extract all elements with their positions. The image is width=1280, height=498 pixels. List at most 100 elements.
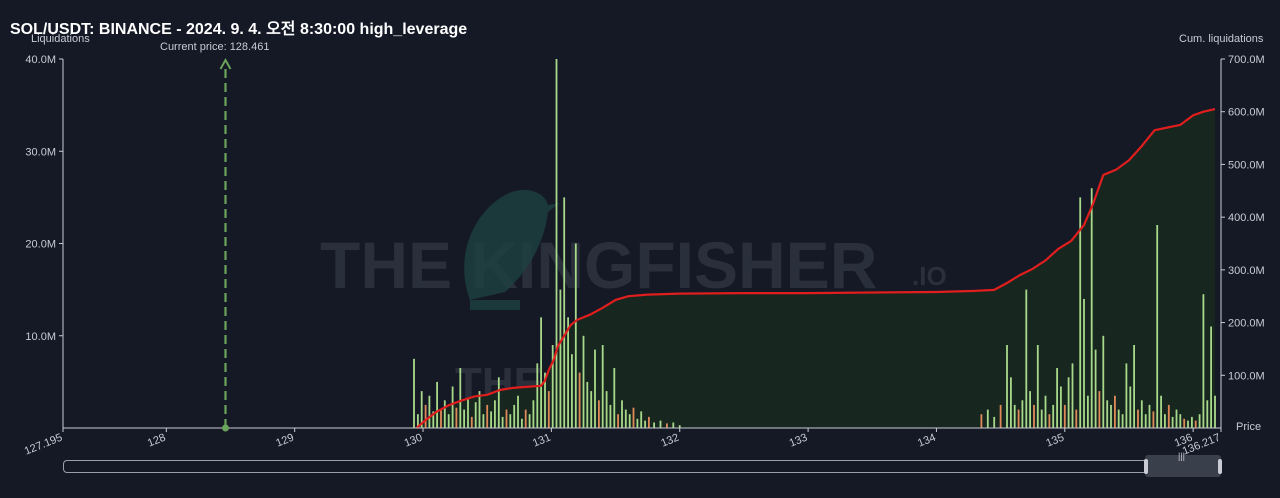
bar-113: [1167, 404, 1170, 428]
y-left-tick-3: 10.0M: [25, 331, 56, 343]
bar-38: [559, 289, 562, 428]
left-axis-label: Liquidations: [31, 33, 90, 45]
bar-57: [632, 407, 635, 428]
range-slider-grip-icon[interactable]: |||: [1178, 451, 1186, 461]
bar-10: [451, 386, 454, 428]
bar-98: [1110, 404, 1112, 428]
bar-117: [1183, 418, 1186, 428]
cumulative-line: [415, 108, 1216, 429]
bar-74: [1017, 409, 1020, 428]
bar-47: [594, 349, 596, 428]
watermark-suffix: .IO: [912, 261, 947, 291]
bar-125: [1214, 395, 1216, 428]
bar-49: [601, 345, 604, 428]
bar-36: [551, 345, 554, 428]
bar-15: [470, 416, 473, 428]
bar-56: [628, 414, 631, 428]
y-left-tick-0: 40.0M: [25, 54, 56, 66]
bar-66: [678, 425, 681, 428]
bar-25: [509, 414, 512, 428]
bar-24: [505, 409, 508, 428]
bar-37: [555, 59, 558, 428]
bar-2: [420, 391, 423, 428]
bar-89: [1075, 409, 1078, 428]
bar-65: [672, 422, 675, 428]
bar-59: [640, 411, 643, 428]
x-tick-3: 130: [403, 432, 425, 450]
bar-75: [1021, 400, 1024, 428]
bar-44: [582, 335, 585, 429]
y-left-tick-2: 20.0M: [25, 239, 56, 251]
bar-103: [1129, 386, 1132, 428]
bar-33: [540, 317, 542, 428]
bar-6: [436, 381, 438, 428]
bar-76: [1025, 289, 1028, 428]
x-tick-4: 131: [531, 432, 553, 450]
bar-60: [644, 420, 646, 428]
bar-78: [1033, 404, 1035, 428]
range-slider-selection[interactable]: [1145, 455, 1221, 477]
bar-121: [1198, 414, 1201, 428]
kingfisher-logo-icon: [464, 189, 560, 310]
bar-115: [1175, 409, 1178, 428]
bar-119: [1191, 416, 1193, 428]
bar-111: [1160, 395, 1162, 428]
bar-90: [1079, 197, 1082, 428]
bar-107: [1144, 414, 1147, 428]
bar-91: [1083, 298, 1085, 428]
bar-16: [474, 402, 477, 428]
bar-94: [1094, 349, 1097, 428]
bar-19: [486, 404, 489, 428]
bar-116: [1179, 414, 1182, 428]
bar-58: [636, 418, 639, 428]
bar-104: [1133, 345, 1135, 428]
y-right-tick-6: 100.0M: [1228, 370, 1265, 382]
bar-83: [1052, 404, 1055, 428]
bar-32: [536, 363, 539, 428]
bar-102: [1125, 363, 1128, 428]
range-slider-handle-left[interactable]: [1144, 459, 1148, 474]
bar-88: [1071, 363, 1074, 428]
bar-71: [1006, 345, 1008, 428]
y-right-tick-4: 300.0M: [1228, 265, 1265, 277]
y-right-tick-3: 400.0M: [1228, 212, 1265, 224]
bar-118: [1187, 420, 1189, 428]
current-price-arrow-icon: [219, 57, 232, 70]
bar-8: [443, 400, 446, 428]
bar-4: [428, 395, 431, 428]
bar-61: [648, 416, 650, 428]
bar-7: [440, 409, 442, 428]
bar-3: [424, 404, 427, 428]
bar-72: [1010, 377, 1012, 428]
current-price-marker: [219, 57, 232, 432]
bar-92: [1087, 395, 1089, 428]
bar-64: [666, 423, 668, 428]
bar-114: [1171, 416, 1174, 428]
range-slider-track[interactable]: [63, 460, 1221, 473]
bar-68: [986, 409, 989, 428]
bar-87: [1067, 377, 1070, 428]
y-left-tick-1: 30.0M: [25, 146, 56, 158]
bar-53: [617, 414, 619, 428]
bar-27: [517, 395, 519, 428]
bar-109: [1152, 411, 1155, 428]
bar-120: [1194, 420, 1197, 428]
current-price-dot: [221, 424, 229, 432]
bar-35: [547, 391, 550, 428]
bar-0: [413, 358, 415, 428]
bar-42: [574, 243, 577, 428]
y-right-tick-2: 500.0M: [1228, 159, 1265, 171]
range-slider-handle-right[interactable]: [1218, 459, 1222, 474]
bar-17: [478, 391, 481, 428]
cumulative-area: [416, 109, 1216, 428]
bar-45: [586, 381, 589, 428]
bar-52: [613, 368, 616, 428]
bar-123: [1206, 400, 1209, 428]
bar-51: [609, 404, 612, 428]
x-tick-1: 128: [146, 432, 168, 450]
bar-77: [1029, 391, 1031, 428]
bar-62: [653, 422, 655, 428]
chart-title: SOL/USDT: BINANCE - 2024. 9. 4. 오전 8:30:…: [10, 21, 468, 38]
bar-79: [1036, 345, 1039, 428]
